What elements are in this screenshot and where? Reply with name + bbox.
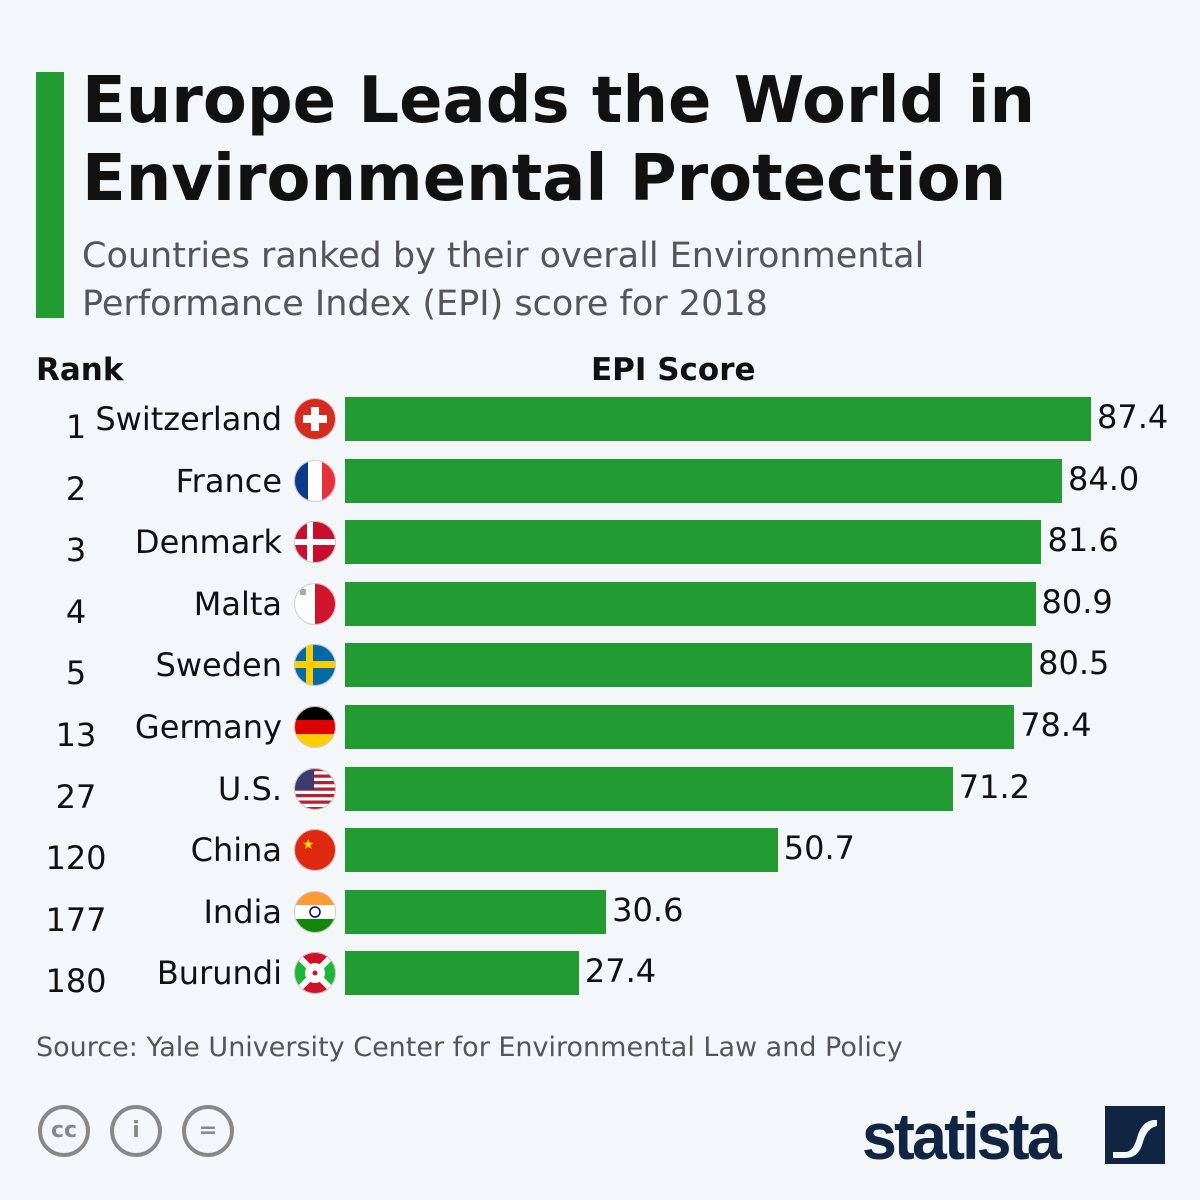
rank-label: 13 [55, 716, 97, 754]
bar [345, 397, 1091, 441]
bar [345, 458, 1062, 503]
country-label: Burundi [156, 954, 282, 993]
malta-flag-icon [294, 582, 336, 625]
value-header: EPI Score [591, 352, 756, 388]
bar [345, 889, 607, 934]
chart-row: 177 India 30.6 [0, 889, 1200, 939]
value-label: 71.2 [958, 767, 1030, 806]
rank-header: Rank [36, 352, 124, 388]
bar [345, 828, 778, 873]
country-label: Denmark [134, 523, 282, 562]
country-label: China [190, 831, 282, 870]
cc-icon[interactable]: cc [38, 1105, 90, 1157]
country-label: Germany [134, 708, 282, 746]
bar [345, 581, 1036, 626]
india-flag-icon [294, 890, 336, 933]
chart-row: 13 Germany 78.4 [0, 705, 1200, 754]
rank-label: 27 [55, 777, 97, 816]
chart-row: 120 China ★ 50.7 [0, 828, 1200, 877]
statista-logo-icon [1105, 1106, 1165, 1164]
rank-label: 3 [65, 531, 87, 570]
page-title: Europe Leads the World in Environmental … [82, 64, 1036, 216]
rank-label: 120 [45, 839, 107, 878]
chart-row: 2 France 84.0 [0, 458, 1200, 508]
germany-flag-icon [294, 706, 336, 748]
country-label: India [203, 892, 282, 931]
source: Source: Yale University Center for Envir… [36, 1032, 903, 1063]
value-label: 30.6 [612, 890, 684, 929]
value-label: 87.4 [1097, 398, 1169, 436]
statista-logo[interactable]: statista [862, 1099, 1062, 1173]
country-label: U.S. [217, 769, 282, 808]
chart-row: 4 Malta 80.9 [0, 581, 1200, 631]
chart-row: 1 Switzerland 87.4 [0, 397, 1200, 446]
value-label: 84.0 [1067, 459, 1140, 498]
attribution-icon[interactable]: i [110, 1105, 162, 1157]
bar [345, 766, 953, 811]
chart-row: 3 Denmark 81.6 [0, 520, 1200, 569]
bar [345, 705, 1015, 749]
rank-label: 1 [65, 408, 87, 446]
rank-label: 180 [45, 962, 107, 1001]
burundi-flag-icon [294, 952, 336, 995]
bar [345, 951, 579, 996]
accent-bar [36, 72, 64, 318]
france-flag-icon [294, 459, 336, 502]
usa-flag-icon [294, 767, 336, 810]
chart-row: 180 Burundi 27.4 [0, 951, 1200, 1000]
country-label: Switzerland [95, 400, 282, 438]
value-label: 78.4 [1020, 706, 1092, 744]
china-flag-icon: ★ [294, 829, 336, 872]
switzerland-flag-icon [294, 398, 336, 440]
sweden-flag-icon [294, 644, 336, 687]
rank-label: 5 [65, 654, 87, 693]
subtitle: Countries ranked by their overall Enviro… [82, 236, 925, 324]
bar [345, 643, 1033, 688]
rank-label: 2 [65, 469, 87, 508]
bar [345, 520, 1042, 565]
denmark-flag-icon [294, 521, 336, 564]
value-label: 50.7 [783, 829, 855, 868]
value-label: 80.9 [1041, 582, 1113, 621]
value-label: 80.5 [1038, 644, 1110, 683]
country-label: Malta [193, 584, 282, 623]
no-derivatives-icon[interactable]: = [182, 1105, 234, 1157]
chart-row: 27 U.S. 71.2 [0, 766, 1200, 816]
country-label: France [175, 461, 282, 500]
svg-text:★: ★ [302, 837, 315, 853]
value-label: 81.6 [1047, 521, 1119, 560]
rank-label: 4 [65, 592, 87, 631]
country-label: Sweden [155, 646, 282, 685]
chart-row: 5 Sweden 80.5 [0, 643, 1200, 692]
rank-label: 177 [45, 900, 107, 939]
value-label: 27.4 [584, 952, 657, 991]
